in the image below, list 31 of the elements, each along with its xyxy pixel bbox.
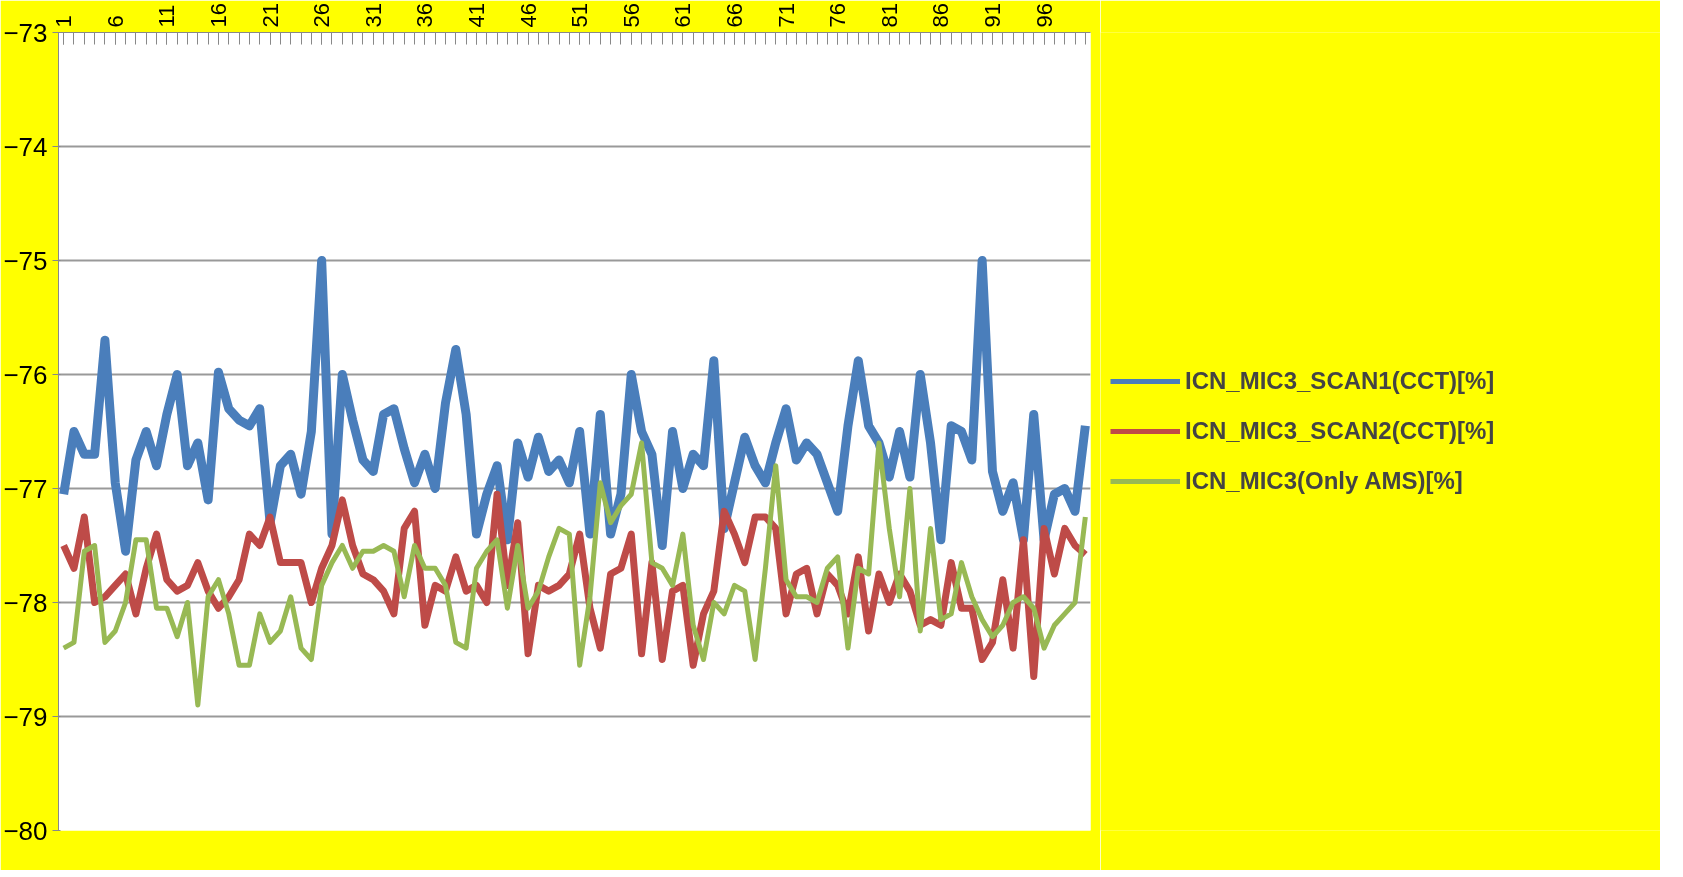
x-tick-label: 71 xyxy=(773,3,799,28)
x-tick-label: 11 xyxy=(154,4,180,28)
x-tick-label: 1 xyxy=(51,15,77,28)
x-tick-label: 16 xyxy=(205,3,231,28)
y-tick-label: −74 xyxy=(3,131,48,162)
legend-label: ICN_MIC3(Only AMS)[%] xyxy=(1185,467,1463,495)
x-tick-label: 56 xyxy=(618,3,644,28)
x-tick-label: 86 xyxy=(928,3,954,28)
legend-label: ICN_MIC3_SCAN1(CCT)[%] xyxy=(1185,367,1495,395)
y-tick-label: −76 xyxy=(3,359,48,390)
y-tick-label: −73 xyxy=(3,17,48,48)
x-tick-label: 21 xyxy=(257,3,283,28)
x-tick-label: 36 xyxy=(412,3,438,28)
x-tick-label: 6 xyxy=(102,15,128,28)
y-tick-label: −77 xyxy=(3,473,48,504)
y-tick-label: −80 xyxy=(3,815,48,846)
x-tick-label: 96 xyxy=(1031,3,1057,28)
x-tick-label: 81 xyxy=(876,3,902,28)
x-tick-label: 66 xyxy=(721,3,747,28)
x-tick-label: 31 xyxy=(360,3,386,28)
x-tick-label: 91 xyxy=(979,3,1005,28)
y-tick-label: −79 xyxy=(3,701,48,732)
x-tick-label: 41 xyxy=(463,3,489,28)
x-tick-label: 51 xyxy=(567,3,593,28)
legend-label: ICN_MIC3_SCAN2(CCT)[%] xyxy=(1185,417,1495,445)
x-tick-label: 61 xyxy=(670,3,696,28)
x-tick-label: 46 xyxy=(515,3,541,28)
x-tick-label: 76 xyxy=(825,3,851,28)
y-tick-label: −78 xyxy=(3,587,48,618)
x-tick-label: 26 xyxy=(309,3,335,28)
y-tick-label: −75 xyxy=(3,245,48,276)
